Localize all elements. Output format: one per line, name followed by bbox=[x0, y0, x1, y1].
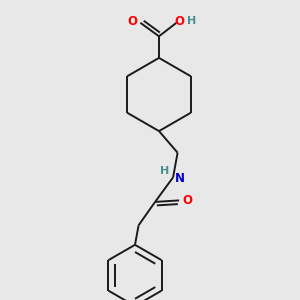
Text: H: H bbox=[160, 166, 169, 176]
Text: O: O bbox=[127, 15, 137, 28]
Text: H: H bbox=[188, 16, 196, 26]
Text: O: O bbox=[182, 194, 193, 207]
Text: N: N bbox=[175, 172, 185, 185]
Text: O: O bbox=[174, 15, 184, 28]
